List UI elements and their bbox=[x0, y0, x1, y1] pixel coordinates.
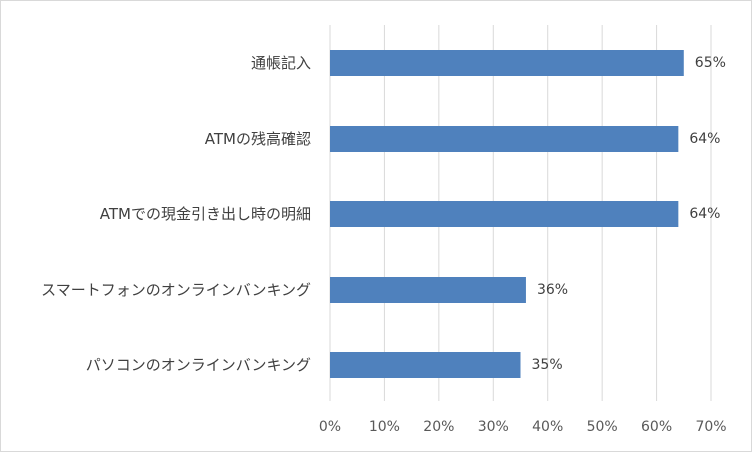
bar bbox=[330, 352, 521, 378]
data-label: 64% bbox=[689, 206, 720, 222]
category-label: 通帳記入 bbox=[251, 54, 311, 72]
x-tick-label: 40% bbox=[532, 419, 563, 435]
data-label: 65% bbox=[695, 55, 726, 71]
category-label: ATMでの現金引き出し時の明細 bbox=[100, 205, 311, 223]
data-labels: 65% 64% 64% 36% 35% bbox=[532, 55, 726, 373]
bar bbox=[330, 126, 679, 152]
x-tick-label: 30% bbox=[478, 419, 509, 435]
bar bbox=[330, 50, 684, 76]
x-tick-label: 20% bbox=[423, 419, 454, 435]
x-axis-tick-labels: 0% 10% 20% 30% 40% 50% 60% 70% bbox=[319, 419, 727, 435]
x-tick-label: 60% bbox=[641, 419, 672, 435]
category-label: ATMの残高確認 bbox=[205, 130, 311, 148]
bars bbox=[330, 50, 684, 378]
bar bbox=[330, 201, 679, 227]
bar bbox=[330, 277, 526, 303]
data-label: 64% bbox=[689, 131, 720, 147]
category-label: パソコンのオンラインバンキング bbox=[86, 356, 311, 374]
data-label: 35% bbox=[532, 357, 563, 373]
x-tick-label: 50% bbox=[587, 419, 618, 435]
category-label: スマートフォンのオンラインバンキング bbox=[41, 281, 311, 299]
category-labels: 通帳記入 ATMの残高確認 ATMでの現金引き出し時の明細スマートフォンのオンライン… bbox=[41, 54, 311, 374]
x-tick-label: 10% bbox=[369, 419, 400, 435]
data-label: 36% bbox=[537, 282, 568, 298]
x-tick-label: 70% bbox=[695, 419, 726, 435]
x-tick-label: 0% bbox=[319, 419, 341, 435]
